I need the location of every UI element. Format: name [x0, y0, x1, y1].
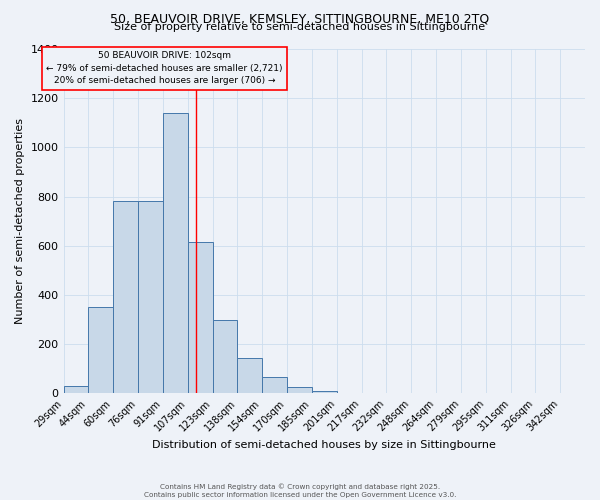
Bar: [88, 307, 113, 394]
Bar: [212, 320, 238, 394]
Bar: [64, 386, 88, 394]
Text: Size of property relative to semi-detached houses in Sittingbourne: Size of property relative to semi-detach…: [115, 22, 485, 32]
Bar: [262, 378, 287, 394]
Bar: [287, 387, 312, 394]
Bar: [163, 113, 188, 394]
Text: Contains HM Land Registry data © Crown copyright and database right 2025.
Contai: Contains HM Land Registry data © Crown c…: [144, 484, 456, 498]
Y-axis label: Number of semi-detached properties: Number of semi-detached properties: [15, 118, 25, 324]
Bar: [188, 242, 212, 394]
Bar: [113, 202, 138, 394]
X-axis label: Distribution of semi-detached houses by size in Sittingbourne: Distribution of semi-detached houses by …: [152, 440, 496, 450]
Text: 50 BEAUVOIR DRIVE: 102sqm
← 79% of semi-detached houses are smaller (2,721)
20% : 50 BEAUVOIR DRIVE: 102sqm ← 79% of semi-…: [46, 52, 283, 86]
Bar: [312, 391, 337, 394]
Bar: [238, 358, 262, 394]
Bar: [138, 202, 163, 394]
Text: 50, BEAUVOIR DRIVE, KEMSLEY, SITTINGBOURNE, ME10 2TQ: 50, BEAUVOIR DRIVE, KEMSLEY, SITTINGBOUR…: [110, 12, 490, 26]
